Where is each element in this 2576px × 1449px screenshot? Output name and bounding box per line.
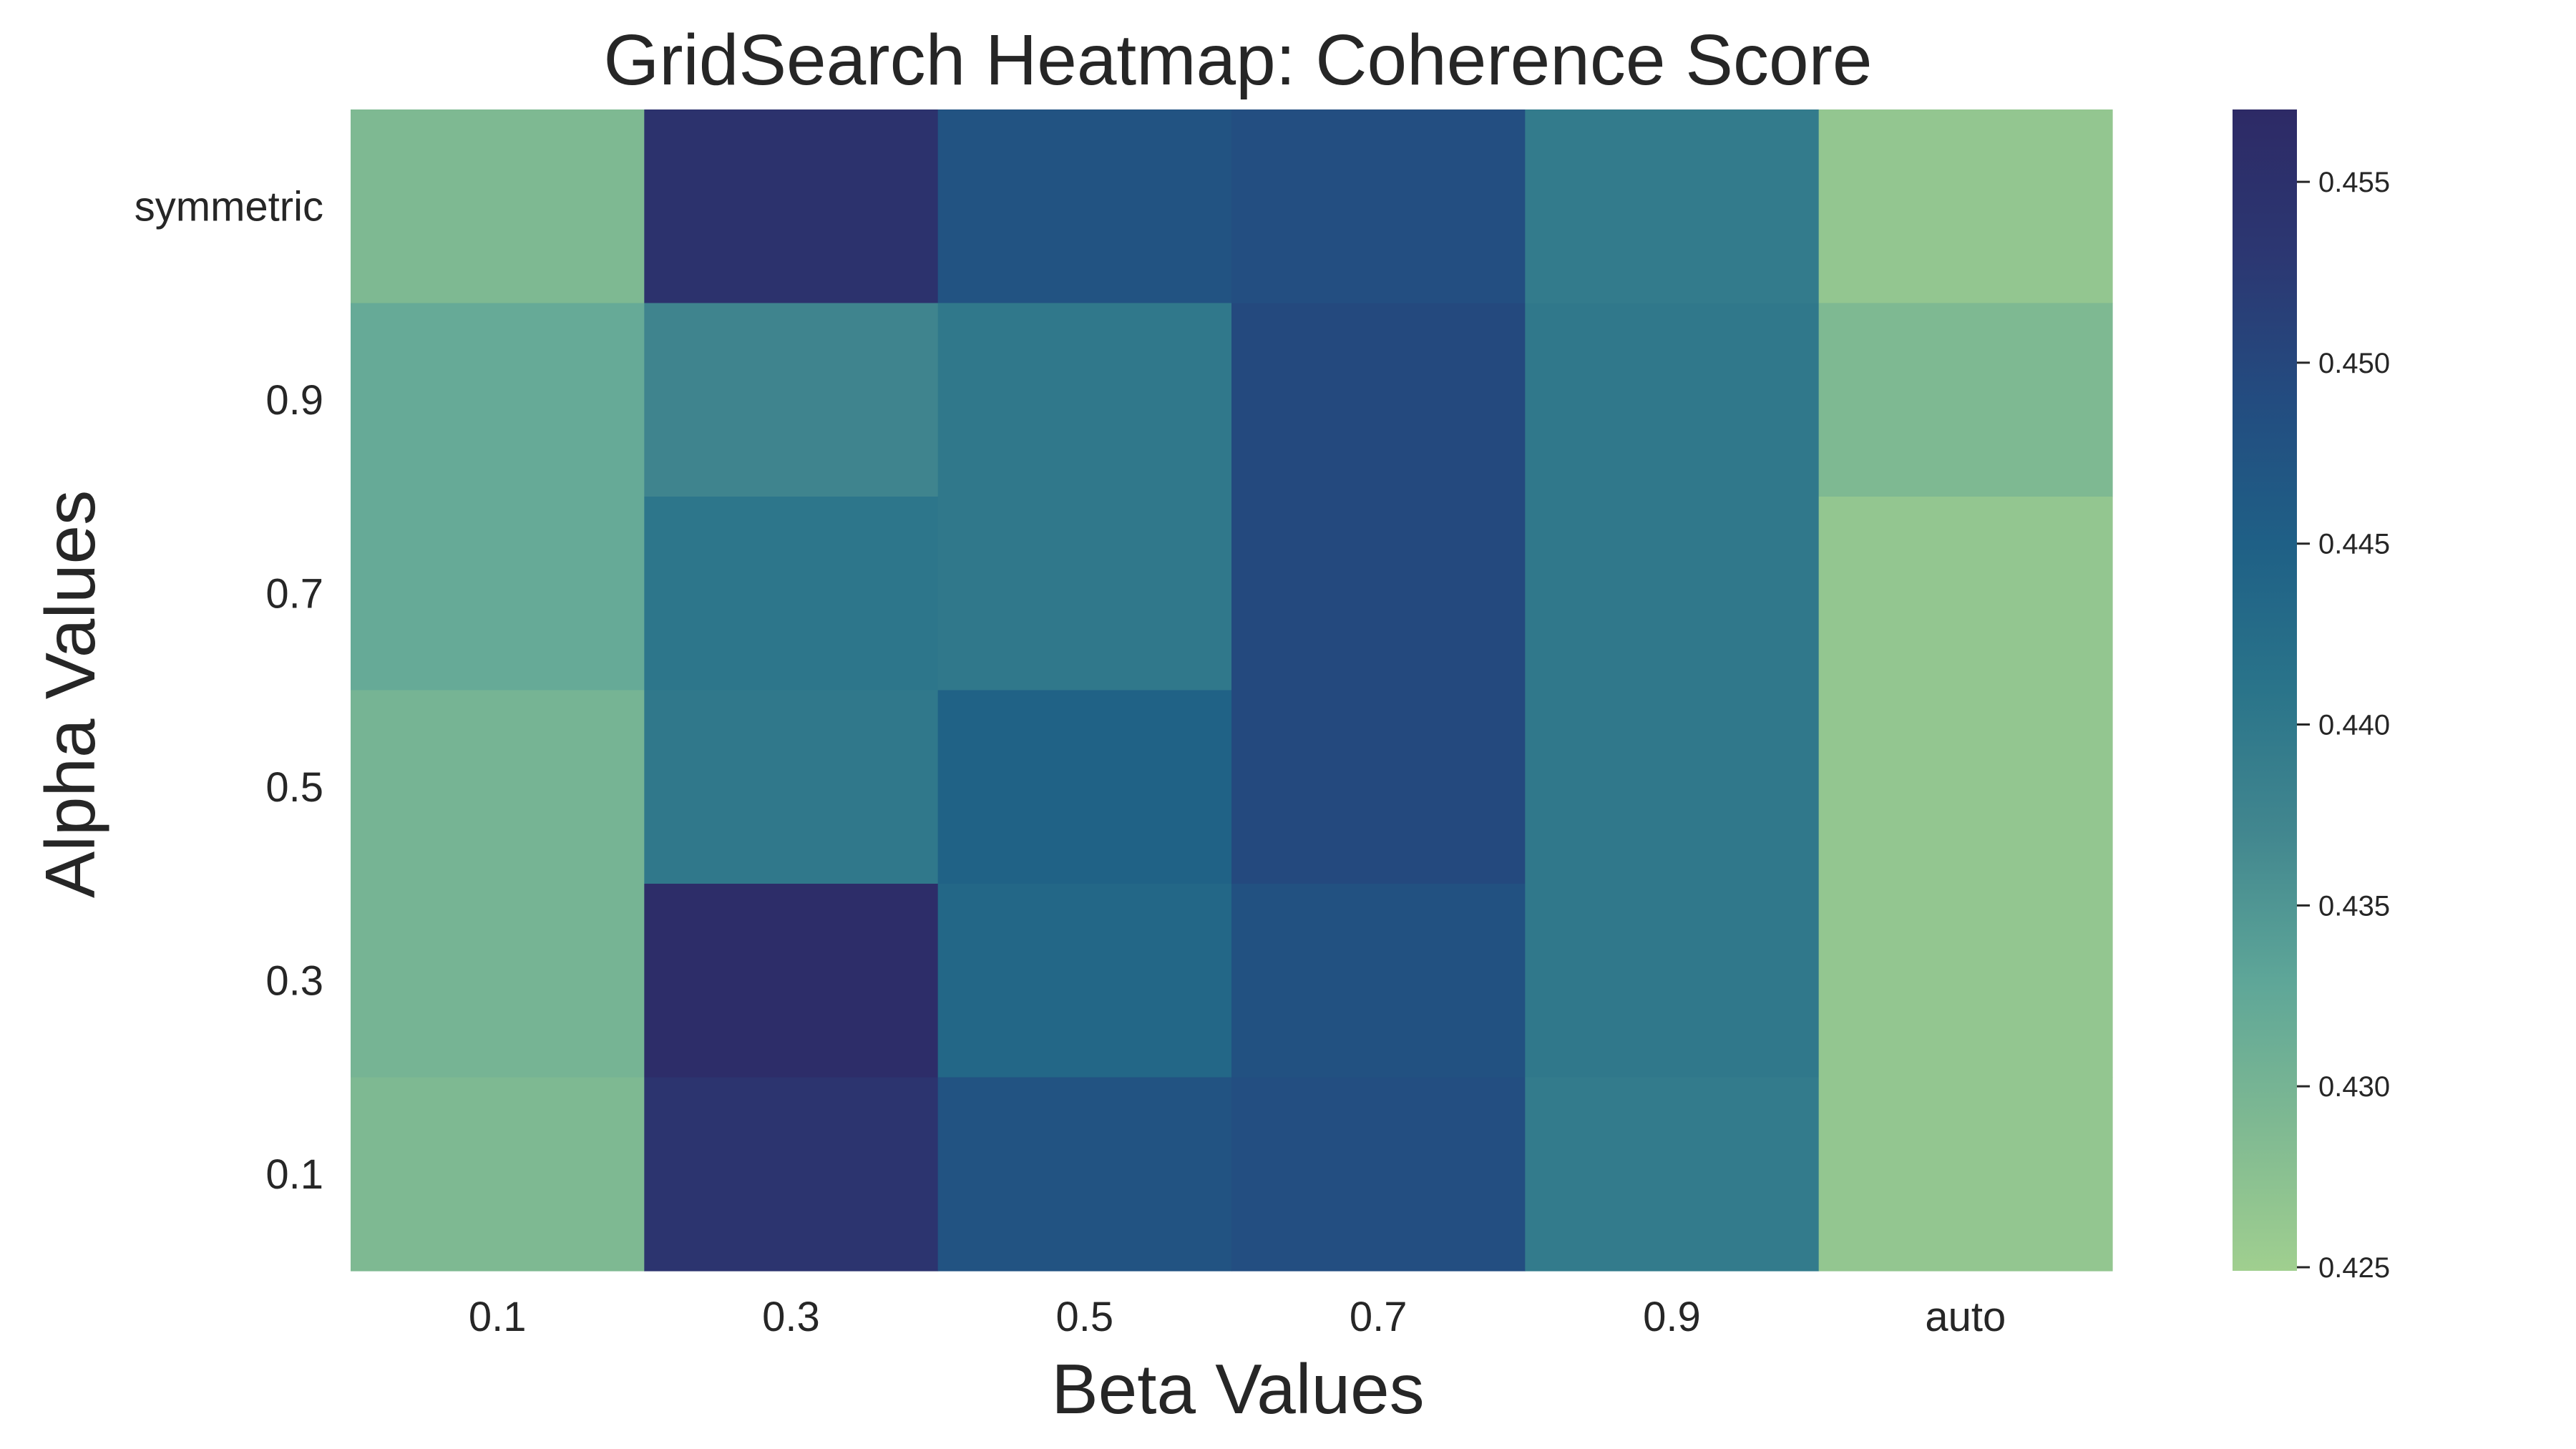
x-tick-label: auto	[1925, 1294, 2006, 1340]
heatmap-cell	[1818, 1077, 2113, 1272]
heatmap-cell	[351, 109, 645, 304]
colorbar-tick-label: 0.440	[2318, 710, 2390, 741]
heatmap-cell	[1818, 497, 2113, 691]
x-tick-label: 0.3	[762, 1294, 820, 1340]
heatmap-cell	[644, 303, 939, 497]
colorbar-tick-label: 0.435	[2318, 890, 2390, 922]
heatmap-cell	[1231, 109, 1526, 304]
heatmap-cell	[1231, 497, 1526, 691]
y-tick-label: symmetric	[135, 183, 323, 230]
heatmap-cell	[1818, 303, 2113, 497]
heatmap-cell	[1525, 690, 1820, 884]
x-tick-labels: 0.1 0.3 0.5 0.7 0.9 auto	[469, 1294, 2006, 1340]
heatmap-cell	[1525, 1077, 1820, 1272]
heatmap-cell	[1231, 690, 1526, 884]
heatmap-cell	[351, 1077, 645, 1272]
heatmap-cell	[1818, 884, 2113, 1078]
heatmap-cell	[1818, 109, 2113, 304]
y-tick-label: 0.5	[265, 764, 323, 811]
heatmap-cell	[937, 884, 1232, 1078]
heatmap-cell	[351, 690, 645, 884]
heatmap-cell	[1525, 303, 1820, 497]
colorbar-tick-label: 0.455	[2318, 167, 2390, 198]
y-tick-label: 0.7	[265, 570, 323, 617]
heatmap-cell	[351, 884, 645, 1078]
heatmap-cell	[937, 109, 1232, 304]
heatmap-cell	[937, 1077, 1232, 1272]
heatmap-cell	[351, 303, 645, 497]
heatmap-cell	[1231, 303, 1526, 497]
heatmap-cell	[1525, 109, 1820, 304]
heatmap-cell	[644, 497, 939, 691]
y-tick-label: 0.9	[265, 377, 323, 424]
x-tick-label: 0.9	[1643, 1294, 1701, 1340]
heatmap-cells	[351, 109, 2113, 1272]
y-tick-label: 0.1	[265, 1151, 323, 1198]
heatmap-cell	[937, 303, 1232, 497]
heatmap-cell	[1818, 690, 2113, 884]
heatmap-cell	[1231, 1077, 1526, 1272]
x-tick-label: 0.1	[469, 1294, 527, 1340]
x-tick-label: 0.7	[1350, 1294, 1407, 1340]
heatmap-cell	[644, 109, 939, 304]
y-axis-label: Alpha Values	[31, 490, 109, 898]
heatmap-cell	[937, 497, 1232, 691]
y-tick-label: 0.3	[265, 957, 323, 1004]
x-tick-label: 0.5	[1056, 1294, 1114, 1340]
y-tick-labels: symmetric 0.9 0.7 0.5 0.3 0.1	[135, 183, 323, 1198]
heatmap-cell	[351, 497, 645, 691]
heatmap-cell	[1231, 884, 1526, 1078]
x-axis-label: Beta Values	[1051, 1350, 1424, 1428]
colorbar-tick-label: 0.450	[2318, 348, 2390, 379]
heatmap-cell	[937, 690, 1232, 884]
colorbar-ticks: 0.425 0.430 0.435 0.440 0.445 0.450 0.455	[2297, 167, 2390, 1284]
heatmap-cell	[1525, 884, 1820, 1078]
heatmap-cell	[644, 884, 939, 1078]
heatmap-cell	[644, 1077, 939, 1272]
chart-title: GridSearch Heatmap: Coherence Score	[603, 20, 1872, 100]
heatmap-cell	[1525, 497, 1820, 691]
colorbar-tick-label: 0.445	[2318, 529, 2390, 560]
colorbar-tick-label: 0.425	[2318, 1252, 2390, 1284]
colorbar-tick-label: 0.430	[2318, 1071, 2390, 1103]
heatmap-cell	[644, 690, 939, 884]
colorbar	[2233, 109, 2297, 1271]
